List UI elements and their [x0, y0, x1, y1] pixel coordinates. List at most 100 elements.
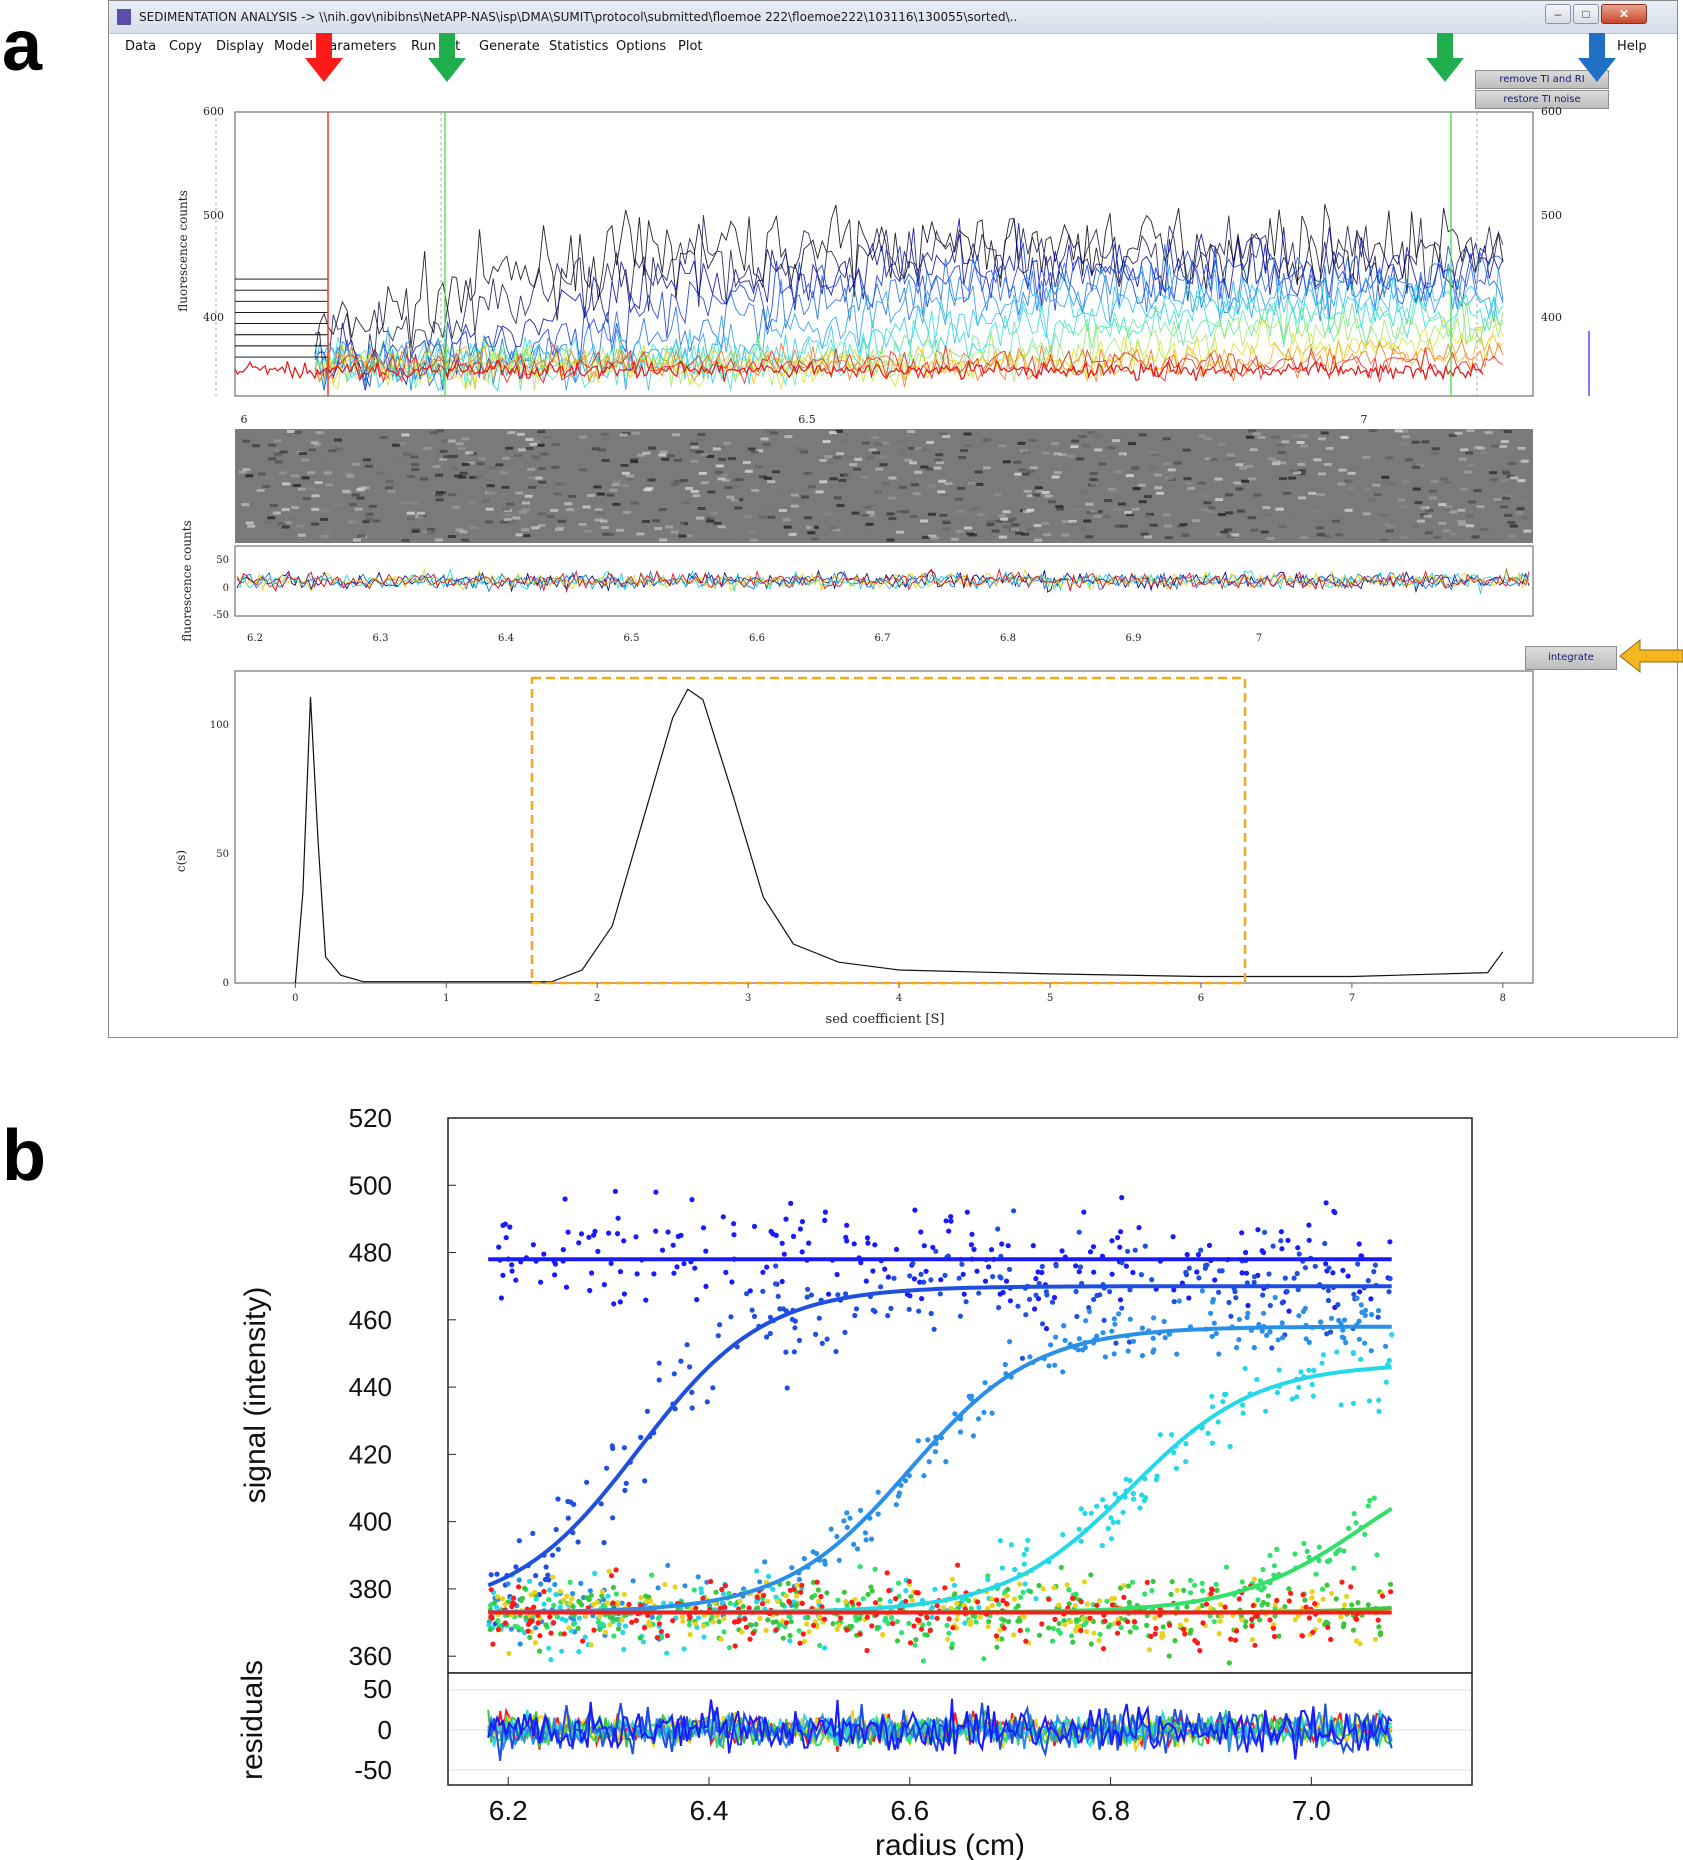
data-point: [875, 1489, 881, 1495]
bitmap-pixel: [765, 505, 774, 509]
cs-ytick-50: 50: [216, 849, 229, 860]
data-point: [1109, 1602, 1115, 1608]
menu-generate[interactable]: Generate: [479, 39, 540, 54]
bitmap-pixel: [720, 473, 729, 477]
data-point: [1386, 1357, 1392, 1364]
data-point: [926, 1459, 932, 1465]
data-point: [1211, 1320, 1217, 1326]
bitmap-pixel: [1401, 480, 1410, 484]
data-point: [649, 1572, 655, 1578]
menu-copy[interactable]: Copy: [169, 39, 202, 54]
data-point: [656, 1621, 663, 1627]
data-point: [1263, 1408, 1269, 1414]
bitmap-pixel: [311, 494, 320, 498]
bitmap-pixel: [1277, 451, 1286, 454]
bitmap-pixel: [1098, 462, 1107, 466]
data-point: [1232, 1637, 1239, 1643]
menu-model[interactable]: Model: [274, 39, 314, 54]
data-point: [762, 1559, 768, 1565]
data-point: [488, 1587, 494, 1593]
menu-options[interactable]: Options: [616, 39, 667, 54]
bitmap-pixel: [1297, 469, 1306, 473]
data-point: [586, 1597, 592, 1603]
bitmap-pixel: [537, 430, 546, 434]
data-point: [1316, 1557, 1322, 1564]
bitmap-pixel: [1114, 524, 1123, 528]
data-point: [923, 1268, 929, 1274]
data-point: [1021, 1551, 1027, 1557]
integration-region-box[interactable]: [530, 676, 1247, 985]
data-point: [1303, 1604, 1309, 1610]
signal-ytick-label: 380: [349, 1574, 392, 1604]
bitmap-pixel: [457, 447, 466, 450]
bitmap-pixel: [743, 515, 752, 519]
bitmap-pixel: [1043, 533, 1052, 537]
bitmap-pixel: [1474, 445, 1482, 449]
menu-display[interactable]: Display: [216, 39, 264, 54]
data-point: [530, 1242, 537, 1248]
bitmap-pixel: [866, 456, 875, 460]
restore-ti-noise-button[interactable]: restore TI noise: [1475, 90, 1609, 109]
data-point: [928, 1310, 934, 1317]
menu-data[interactable]: Data: [125, 39, 157, 54]
data-point: [1004, 1601, 1010, 1607]
data-point: [633, 1617, 639, 1624]
cs-plot-xlabel: sed coefficient [S]: [826, 1012, 945, 1027]
bitmap-pixel: [1362, 512, 1371, 516]
data-point: [1336, 1317, 1342, 1323]
title-bar[interactable]: SEDIMENTATION ANALYSIS -> \\nih.gov\nibi…: [109, 1, 1677, 34]
menu-plot[interactable]: Plot: [678, 39, 703, 54]
data-point: [998, 1275, 1004, 1281]
bitmap-pixel: [1204, 457, 1213, 461]
data-point: [1338, 1402, 1344, 1408]
data-point: [1127, 1287, 1133, 1293]
data-point: [995, 1226, 1001, 1232]
maximize-button[interactable]: □: [1573, 4, 1599, 24]
menu-statistics[interactable]: Statistics: [549, 39, 609, 54]
data-point: [754, 1594, 760, 1600]
data-point: [1126, 1599, 1132, 1605]
data-point: [1319, 1360, 1325, 1366]
bitmap-pixel: [759, 475, 767, 479]
bitmap-pixel: [1028, 438, 1037, 442]
bitmap-pixel: [1276, 443, 1285, 447]
data-point: [1209, 1586, 1215, 1592]
bitmap-pixel: [1027, 469, 1035, 473]
data-point: [841, 1589, 847, 1595]
data-point: [1176, 1298, 1182, 1304]
bitmap-pixel: [528, 485, 537, 489]
data-point: [1357, 1289, 1363, 1295]
data-point: [937, 1291, 943, 1297]
bitmap-pixel: [353, 538, 361, 542]
data-point: [865, 1591, 871, 1598]
data-point: [1209, 1393, 1215, 1399]
close-button[interactable]: ✕: [1601, 4, 1647, 24]
bitmap-pixel: [1297, 490, 1306, 494]
res-xtick-label: 6.5: [624, 633, 640, 644]
data-point: [638, 1434, 644, 1440]
data-point: [500, 1222, 506, 1228]
data-point: [1131, 1496, 1137, 1502]
data-point: [557, 1588, 563, 1594]
bitmap-pixel: [854, 457, 863, 461]
data-point: [1350, 1400, 1356, 1406]
data-point: [689, 1405, 695, 1411]
data-point: [1284, 1288, 1290, 1295]
bitmap-pixel: [344, 472, 353, 476]
data-point: [541, 1601, 547, 1607]
data-point: [1275, 1337, 1281, 1343]
data-point: [785, 1580, 791, 1586]
data-point: [1249, 1623, 1255, 1629]
integrate-button[interactable]: integrate: [1525, 646, 1617, 670]
data-point: [1171, 1450, 1177, 1456]
data-point: [601, 1623, 607, 1629]
menu-help[interactable]: Help: [1617, 39, 1647, 54]
bitmap-pixel: [352, 462, 361, 466]
bitmap-pixel: [868, 448, 877, 452]
minimize-button[interactable]: –: [1545, 4, 1571, 24]
data-point: [1027, 1588, 1034, 1595]
data-point: [655, 1615, 662, 1621]
bitmap-pixel: [940, 493, 949, 497]
bitmap-pixel: [423, 446, 432, 450]
bitmap-pixel: [435, 538, 444, 542]
